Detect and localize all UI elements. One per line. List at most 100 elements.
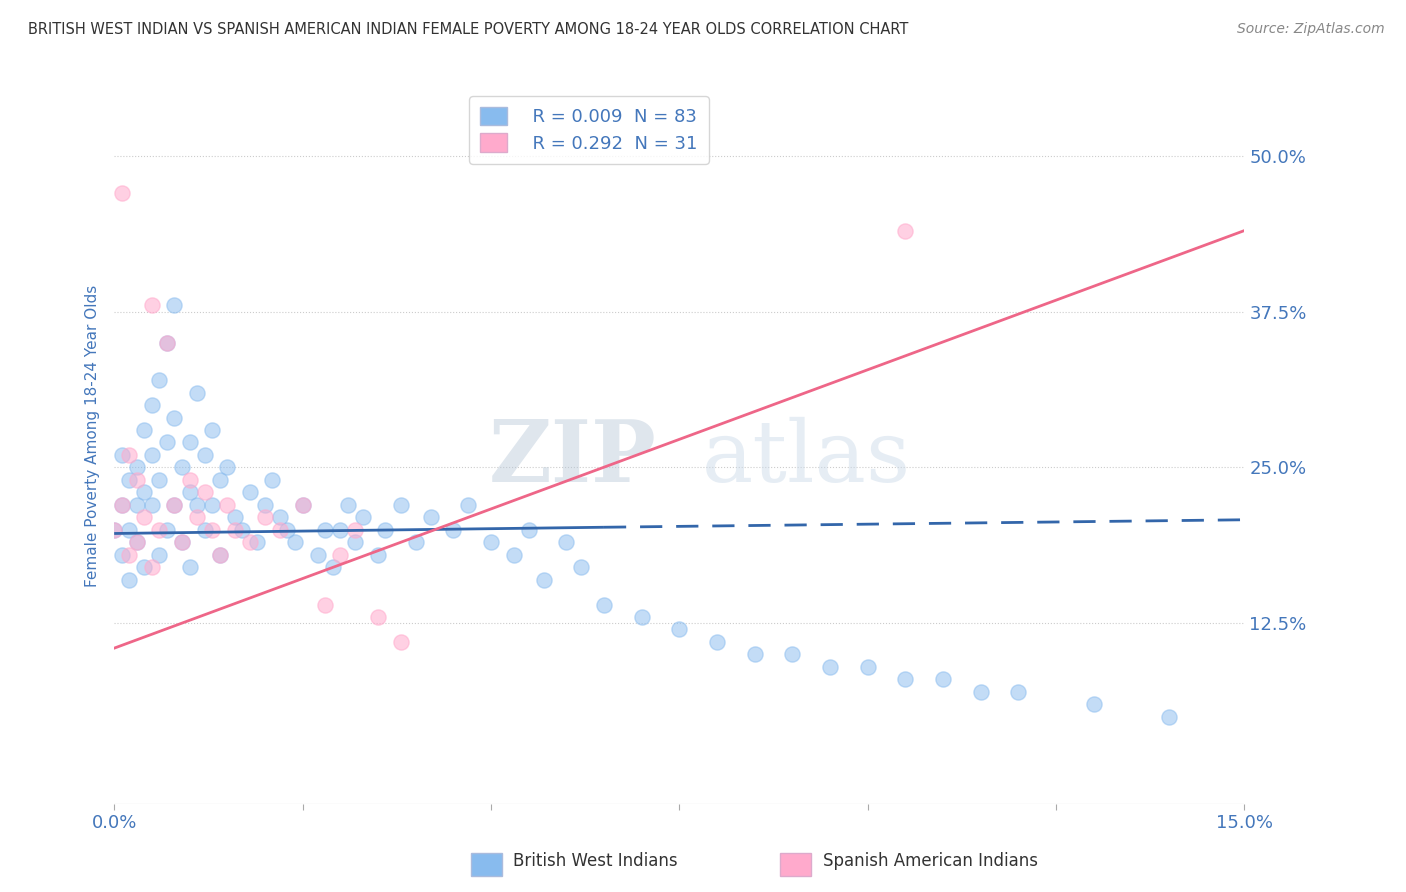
Point bbox=[668, 623, 690, 637]
Point bbox=[307, 548, 329, 562]
Point bbox=[111, 498, 134, 512]
Point bbox=[284, 535, 307, 549]
Point bbox=[239, 485, 262, 500]
Point bbox=[194, 523, 217, 537]
Point bbox=[118, 548, 141, 562]
Point bbox=[932, 673, 955, 687]
Point bbox=[231, 523, 253, 537]
Point bbox=[118, 448, 141, 462]
Point bbox=[125, 535, 148, 549]
Point bbox=[419, 510, 441, 524]
Point bbox=[134, 485, 156, 500]
Point bbox=[291, 498, 314, 512]
Point bbox=[208, 548, 231, 562]
Point bbox=[118, 573, 141, 587]
Point bbox=[782, 648, 804, 662]
Point bbox=[894, 223, 917, 237]
Point bbox=[111, 548, 134, 562]
Point bbox=[706, 635, 728, 649]
Point bbox=[253, 510, 276, 524]
Point bbox=[186, 385, 208, 400]
Point bbox=[224, 510, 246, 524]
Point bbox=[457, 498, 479, 512]
Point bbox=[344, 523, 367, 537]
Text: British West Indians: British West Indians bbox=[513, 852, 678, 870]
Point bbox=[103, 523, 125, 537]
Point bbox=[291, 498, 314, 512]
Point bbox=[125, 535, 148, 549]
Point bbox=[744, 648, 766, 662]
Point bbox=[276, 523, 298, 537]
Text: atlas: atlas bbox=[702, 417, 911, 500]
Point bbox=[141, 398, 163, 412]
Point bbox=[186, 498, 208, 512]
Point bbox=[269, 523, 291, 537]
Text: Source: ZipAtlas.com: Source: ZipAtlas.com bbox=[1237, 22, 1385, 37]
Point bbox=[118, 523, 141, 537]
Point bbox=[593, 598, 616, 612]
Point bbox=[194, 485, 217, 500]
Point bbox=[208, 548, 231, 562]
Point bbox=[194, 448, 217, 462]
Point bbox=[125, 460, 148, 475]
Point bbox=[170, 460, 193, 475]
Point bbox=[336, 498, 359, 512]
Point bbox=[894, 673, 917, 687]
Point bbox=[367, 610, 389, 624]
Point bbox=[201, 498, 224, 512]
Point bbox=[179, 473, 201, 487]
Point bbox=[156, 335, 179, 350]
Point bbox=[405, 535, 427, 549]
Point bbox=[224, 523, 246, 537]
Point bbox=[148, 548, 170, 562]
Point bbox=[103, 523, 125, 537]
Point bbox=[125, 498, 148, 512]
Point bbox=[170, 535, 193, 549]
Point bbox=[156, 435, 179, 450]
Point bbox=[239, 535, 262, 549]
Point bbox=[170, 535, 193, 549]
Point bbox=[141, 298, 163, 312]
Point bbox=[111, 448, 134, 462]
Point bbox=[125, 473, 148, 487]
Point bbox=[1007, 685, 1029, 699]
Point bbox=[502, 548, 524, 562]
Point bbox=[329, 523, 352, 537]
Point bbox=[217, 460, 239, 475]
Point bbox=[134, 510, 156, 524]
Point bbox=[148, 373, 170, 387]
Point bbox=[163, 498, 186, 512]
Point bbox=[163, 498, 186, 512]
Point bbox=[163, 298, 186, 312]
Point bbox=[314, 598, 336, 612]
Point bbox=[148, 473, 170, 487]
Point bbox=[186, 510, 208, 524]
Text: Spanish American Indians: Spanish American Indians bbox=[823, 852, 1038, 870]
Point bbox=[970, 685, 993, 699]
Point bbox=[134, 560, 156, 574]
Point bbox=[1083, 698, 1105, 712]
Point bbox=[246, 535, 269, 549]
Point bbox=[141, 560, 163, 574]
Point bbox=[201, 523, 224, 537]
Point bbox=[329, 548, 352, 562]
Point bbox=[111, 498, 134, 512]
Point bbox=[322, 560, 344, 574]
Point bbox=[163, 410, 186, 425]
Point bbox=[533, 573, 555, 587]
Point bbox=[630, 610, 652, 624]
Point bbox=[134, 423, 156, 437]
Point bbox=[262, 473, 284, 487]
Point bbox=[569, 560, 592, 574]
Point bbox=[367, 548, 389, 562]
Point bbox=[201, 423, 224, 437]
Point bbox=[441, 523, 464, 537]
Point bbox=[389, 635, 412, 649]
Point bbox=[555, 535, 578, 549]
Point bbox=[374, 523, 396, 537]
Point bbox=[148, 523, 170, 537]
Point bbox=[111, 186, 134, 201]
Point bbox=[352, 510, 374, 524]
Point bbox=[389, 498, 412, 512]
Point bbox=[141, 498, 163, 512]
